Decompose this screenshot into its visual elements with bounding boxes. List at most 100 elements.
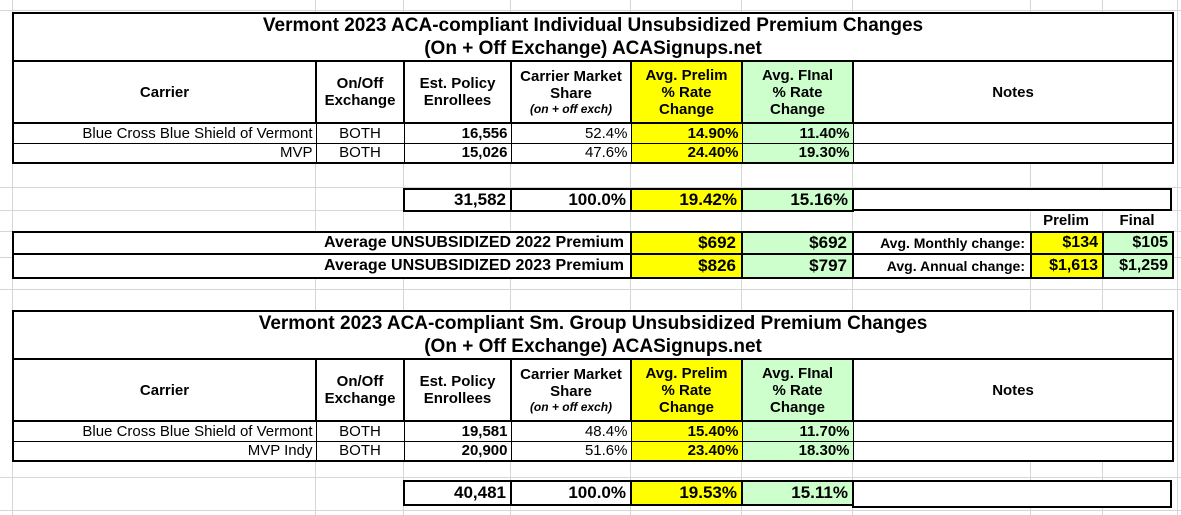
table-row: Avg. Annual change: $1,613 $1,259 (852, 253, 1174, 279)
column-header-prelim: Avg. Prelim % Rate Change (630, 60, 743, 124)
column-header-share-main: Carrier Market Share (520, 366, 622, 400)
cell-share: 47.6% (510, 142, 632, 164)
table-title-row: Vermont 2023 ACA-compliant Sm. Group Uns… (11, 310, 1175, 360)
cell-exchange: BOTH (315, 420, 405, 442)
gridline (0, 477, 1181, 478)
cell-prelim-rate: 15.40% (630, 420, 743, 442)
avg-premium-2022-prelim: $692 (630, 231, 743, 255)
cell-enrollees: 19,581 (403, 420, 512, 442)
column-header-exchange: On/Off Exchange (315, 358, 405, 422)
cell-notes (852, 122, 1175, 144)
totals-notes-cell (852, 480, 1172, 508)
cell-notes (852, 420, 1175, 442)
table-row: 31,582 100.0% 19.42% 15.16% (403, 188, 854, 212)
average-change-table: Avg. Monthly change: $134 $105 Avg. Annu… (852, 231, 1174, 279)
monthly-change-label: Avg. Monthly change: (852, 231, 1032, 255)
cell-prelim-rate: 14.90% (630, 122, 743, 144)
cell-notes (852, 440, 1175, 462)
cell-final-rate: 11.70% (741, 420, 854, 442)
total-final-rate: 15.11% (741, 480, 854, 506)
cell-notes (852, 142, 1175, 164)
table-header-row: Carrier On/Off Exchange Est. Policy Enro… (12, 60, 1175, 124)
total-share: 100.0% (510, 480, 632, 506)
cell-enrollees: 20,900 (403, 440, 512, 462)
table-title-line1: Vermont 2023 ACA-compliant Sm. Group Uns… (258, 313, 928, 334)
table-title-line2: (On + Off Exchange) ACASignups.net (424, 336, 762, 357)
cell-carrier: Blue Cross Blue Shield of Vermont (12, 122, 317, 144)
table-row: Average UNSUBSIDIZED 2022 Premium $692 $… (12, 231, 854, 255)
avg-premium-2022-final: $692 (741, 231, 854, 255)
column-header-exchange: On/Off Exchange (315, 60, 405, 124)
total-prelim-rate: 19.53% (630, 480, 743, 506)
table-title: Vermont 2023 ACA-compliant Individual Un… (11, 12, 1175, 62)
table-title-line2: (On + Off Exchange) ACASignups.net (424, 38, 762, 59)
cell-share: 52.4% (510, 122, 632, 144)
column-header-enrollees: Est. Policy Enrollees (403, 358, 512, 422)
cell-carrier: MVP Indy (12, 440, 317, 462)
total-enrollees: 40,481 (403, 480, 512, 506)
cell-share: 48.4% (510, 420, 632, 442)
column-header-prelim: Avg. Prelim % Rate Change (630, 358, 743, 422)
table-row: 40,481 100.0% 19.53% 15.11% (403, 480, 854, 506)
cell-final-rate: 18.30% (741, 440, 854, 462)
total-share: 100.0% (510, 188, 632, 212)
gridline (0, 187, 1181, 188)
column-header-carrier: Carrier (12, 358, 317, 422)
table-row: MVP BOTH 15,026 47.6% 24.40% 19.30% (12, 142, 1175, 164)
column-header-notes: Notes (851, 358, 1175, 422)
cell-final-rate: 19.30% (741, 142, 854, 164)
cell-share: 51.6% (510, 440, 632, 462)
cell-exchange: BOTH (315, 142, 405, 164)
total-prelim-rate: 19.42% (630, 188, 743, 212)
table-header-row: Carrier On/Off Exchange Est. Policy Enro… (12, 358, 1175, 422)
gridline (0, 10, 1181, 11)
column-header-share-main: Carrier Market Share (520, 68, 622, 102)
avg-premium-2023-final: $797 (741, 253, 854, 279)
table-row: Avg. Monthly change: $134 $105 (852, 231, 1174, 255)
monthly-change-final: $105 (1102, 231, 1174, 255)
column-header-share: Carrier Market Share (on + off exch) (510, 60, 632, 124)
column-header-share-sub: (on + off exch) (529, 400, 613, 414)
cell-final-rate: 11.40% (741, 122, 854, 144)
column-header-enrollees: Est. Policy Enrollees (403, 60, 512, 124)
table-row: Average UNSUBSIDIZED 2023 Premium $826 $… (12, 253, 854, 279)
table-title: Vermont 2023 ACA-compliant Sm. Group Uns… (11, 310, 1175, 360)
cell-carrier: MVP (12, 142, 317, 164)
column-header-notes: Notes (851, 60, 1175, 124)
totals-notes-cell (852, 188, 1172, 211)
cell-enrollees: 15,026 (403, 142, 512, 164)
annual-change-prelim: $1,613 (1030, 253, 1104, 279)
total-final-rate: 15.16% (741, 188, 854, 212)
column-header-final: Avg. FInal % Rate Change (741, 60, 854, 124)
individual-premium-table: Vermont 2023 ACA-compliant Individual Un… (11, 12, 1175, 164)
column-header-final: Avg. FInal % Rate Change (741, 358, 854, 422)
annual-change-label: Avg. Annual change: (852, 253, 1032, 279)
gridline (0, 289, 1181, 290)
average-premium-table: Average UNSUBSIDIZED 2022 Premium $692 $… (12, 231, 854, 279)
prelim-column-label: Prelim (1043, 212, 1089, 229)
cell-prelim-rate: 23.40% (630, 440, 743, 462)
table-row: Blue Cross Blue Shield of Vermont BOTH 1… (12, 420, 1175, 442)
gridline (0, 510, 1181, 511)
table-row: MVP Indy BOTH 20,900 51.6% 23.40% 18.30% (12, 440, 1175, 462)
final-column-label: Final (1119, 212, 1155, 229)
avg-premium-2023-label: Average UNSUBSIDIZED 2023 Premium (12, 253, 632, 279)
table-title-line1: Vermont 2023 ACA-compliant Individual Un… (262, 15, 924, 36)
avg-premium-2022-label: Average UNSUBSIDIZED 2022 Premium (12, 231, 632, 255)
table-row: Blue Cross Blue Shield of Vermont BOTH 1… (12, 122, 1175, 144)
avg-premium-2023-prelim: $826 (630, 253, 743, 279)
total-enrollees: 31,582 (403, 188, 512, 212)
column-header-share-sub: (on + off exch) (529, 102, 613, 116)
cell-prelim-rate: 24.40% (630, 142, 743, 164)
cell-carrier: Blue Cross Blue Shield of Vermont (12, 420, 317, 442)
smgroup-totals-row: 40,481 100.0% 19.53% 15.11% (403, 480, 854, 506)
table-title-row: Vermont 2023 ACA-compliant Individual Un… (11, 12, 1175, 62)
column-header-share: Carrier Market Share (on + off exch) (510, 358, 632, 422)
cell-enrollees: 16,556 (403, 122, 512, 144)
individual-totals-row: 31,582 100.0% 19.42% 15.16% (403, 188, 854, 212)
column-header-carrier: Carrier (12, 60, 317, 124)
monthly-change-prelim: $134 (1030, 231, 1104, 255)
smgroup-premium-table: Vermont 2023 ACA-compliant Sm. Group Uns… (11, 310, 1175, 462)
cell-exchange: BOTH (315, 122, 405, 144)
